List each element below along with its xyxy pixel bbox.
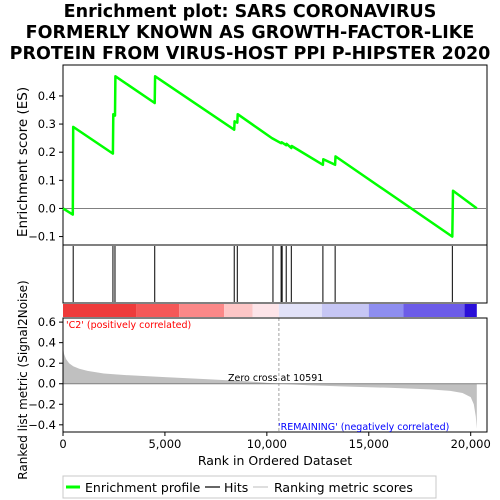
es-y-tick-label: 0.0 (38, 201, 56, 215)
negative-correlated-label: 'REMAINING' (negatively correlated) (278, 422, 449, 433)
color-bar-segment (179, 304, 224, 317)
color-bar-segment (136, 304, 179, 317)
color-bar-segment (403, 304, 464, 317)
metric-x-tick-label: 10,000 (247, 437, 287, 451)
metric-y-tick-label: 0.6 (38, 315, 56, 329)
zero-cross-label: Zero cross at 10591 (228, 373, 323, 384)
metric-y-tick-label: −0.4 (28, 418, 56, 432)
color-bar-segment (63, 304, 136, 317)
legend-label-hits: Hits (224, 480, 248, 495)
metric-x-tick-label: 15,000 (349, 437, 389, 451)
metric-x-tick-label: 0 (59, 437, 66, 451)
es-y-tick-label: −0.1 (28, 230, 56, 244)
es-y-tick-label: 0.2 (38, 145, 56, 159)
metric-y-tick-label: 0.0 (38, 377, 56, 391)
metric-x-tick-label: 20,000 (451, 437, 491, 451)
color-bar-segment (253, 304, 279, 317)
legend-label-enrichment: Enrichment profile (85, 480, 201, 495)
color-bar-segment (369, 304, 404, 317)
metric-y-axis-label: Ranked list metric (Signal2Noise) (16, 280, 30, 479)
ranking-metric-area (63, 347, 477, 429)
metric-x-tick-label: 5,000 (148, 437, 181, 451)
color-bar-segment (224, 304, 253, 317)
color-bar-segment (279, 304, 322, 317)
metric-y-tick-label: 0.2 (38, 356, 56, 370)
color-bar-segment (465, 304, 477, 317)
metric-y-tick-label: 0.4 (38, 336, 56, 350)
metric-y-tick-label: −0.2 (28, 397, 56, 411)
es-y-axis-label: Enrichment score (ES) (15, 87, 31, 237)
enrichment-profile-line (63, 76, 477, 236)
legend-label-metric: Ranking metric scores (274, 480, 413, 495)
es-y-tick-label: 0.1 (38, 173, 56, 187)
positive-correlated-label: 'C2' (positively correlated) (66, 320, 191, 331)
color-bar-segment (322, 304, 369, 317)
metric-x-axis-label: Rank in Ordered Dataset (198, 453, 352, 468)
hits-panel-frame (63, 245, 487, 303)
es-y-tick-label: 0.3 (38, 117, 56, 131)
es-y-tick-label: 0.4 (38, 89, 56, 103)
